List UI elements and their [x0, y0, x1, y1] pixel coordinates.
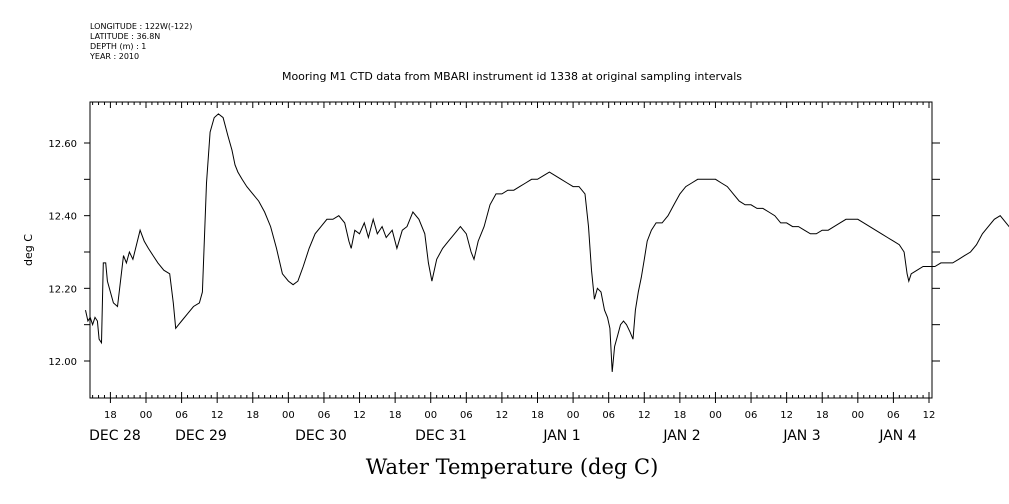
x-tick-label: 18	[816, 410, 829, 421]
x-tick-label: 00	[567, 410, 580, 421]
x-tick-label: 18	[673, 410, 686, 421]
x-day-label: DEC 29	[175, 428, 227, 444]
x-tick-label: 18	[389, 410, 402, 421]
x-tick-label: 06	[175, 410, 188, 421]
y-tick-label: 12.00	[48, 357, 77, 368]
x-tick-label: 00	[851, 410, 864, 421]
x-tick-label: 00	[140, 410, 153, 421]
x-axis-label: Water Temperature (deg C)	[366, 455, 659, 479]
x-tick-label: 12	[353, 410, 366, 421]
x-tick-label: 06	[887, 410, 900, 421]
x-tick-label: 18	[531, 410, 544, 421]
x-tick-label: 00	[709, 410, 722, 421]
year-label: YEAR : 2010	[90, 52, 140, 61]
x-tick-label: 06	[745, 410, 758, 421]
x-tick-label: 12	[211, 410, 224, 421]
x-day-label: DEC 28	[89, 428, 141, 444]
series-line	[85, 113, 1009, 372]
metadata-block: LONGITUDE : 122W(-122) LATITUDE : 36.8N …	[90, 22, 192, 62]
x-tick-label: 06	[318, 410, 331, 421]
x-tick-label: 12	[923, 410, 936, 421]
y-tick-labels: 12.00 12.20 12.40 12.60	[48, 139, 77, 368]
y-tick-label: 12.20	[48, 284, 77, 295]
x-tick-label: 12	[638, 410, 651, 421]
axis-ticks	[84, 102, 940, 403]
chart-title: Mooring M1 CTD data from MBARI instrumen…	[282, 70, 742, 83]
latitude-label: LATITUDE : 36.8N	[90, 32, 161, 41]
x-tick-labels: 18 00 06 12 18 00 06 12 18 00 06 12 18 00 06 12 18 00 06 12…	[104, 410, 935, 421]
x-day-label: JAN 4	[878, 428, 916, 444]
x-tick-label: 18	[104, 410, 117, 421]
x-tick-label: 12	[496, 410, 509, 421]
depth-label: DEPTH (m) : 1	[90, 42, 147, 51]
y-tick-label: 12.40	[48, 212, 77, 223]
x-day-label: DEC 30	[295, 428, 347, 444]
y-tick-label: 12.60	[48, 139, 77, 150]
x-tick-label: 06	[460, 410, 473, 421]
longitude-label: LONGITUDE : 122W(-122)	[90, 22, 193, 31]
x-tick-label: 12	[780, 410, 793, 421]
x-tick-label: 18	[246, 410, 259, 421]
x-tick-label: 06	[602, 410, 615, 421]
y-axis-label: deg C	[22, 234, 35, 266]
x-day-label: DEC 31	[415, 428, 467, 444]
plot-frame	[89, 101, 933, 399]
x-day-label: JAN 1	[542, 428, 580, 444]
x-tick-label: 00	[282, 410, 295, 421]
x-day-label: JAN 3	[782, 428, 820, 444]
x-tick-label: 00	[424, 410, 437, 421]
x-day-labels: DEC 28 DEC 29 DEC 30 DEC 31 JAN 1 JAN 2 JAN 3 J…	[89, 428, 917, 444]
x-day-label: JAN 2	[662, 428, 700, 444]
